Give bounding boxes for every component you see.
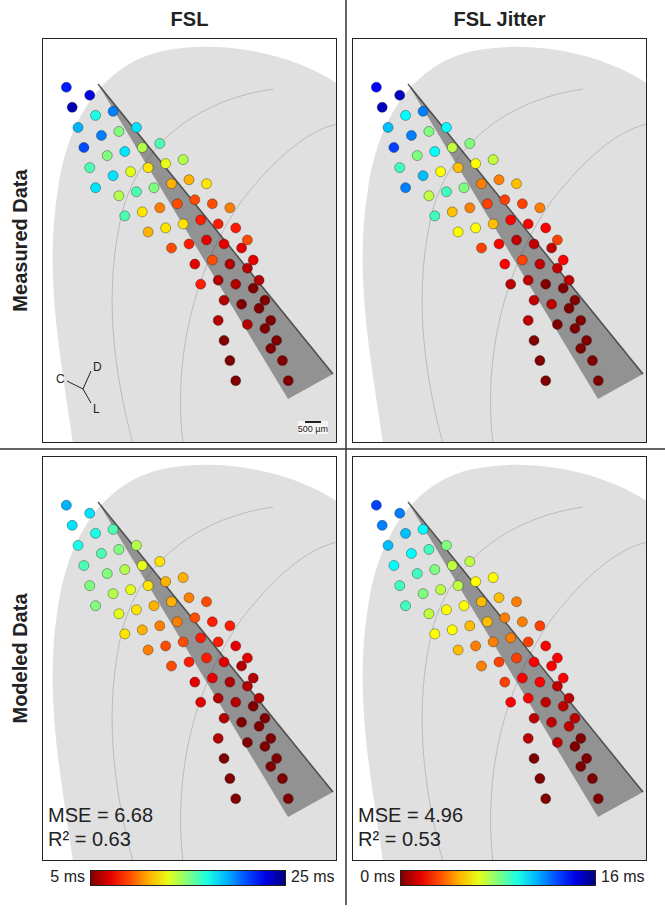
svg-text:Measured Data: Measured Data	[9, 168, 31, 311]
html-text:16 ms: 16 ms	[601, 868, 645, 885]
html-text:MSE = 6.68: MSE = 6.68	[48, 804, 154, 826]
svg-text:L: L	[93, 402, 100, 416]
svg-text:D: D	[93, 360, 102, 374]
svg-text:C: C	[56, 372, 65, 386]
svg-text:FSL Jitter: FSL Jitter	[454, 8, 546, 30]
html-text:R² = 0.63: R² = 0.63	[48, 828, 131, 850]
html-text:MSE = 4.96: MSE = 4.96	[358, 804, 464, 826]
svg-text:FSL: FSL	[171, 8, 209, 30]
html-text:R² = 0.53: R² = 0.53	[358, 828, 441, 850]
html-text:5 ms: 5 ms	[50, 868, 85, 885]
html-text:25 ms: 25 ms	[291, 868, 335, 885]
html-text:0 ms: 0 ms	[360, 868, 395, 885]
svg-text:Modeled Data: Modeled Data	[9, 593, 31, 724]
html-text:500 µm: 500 µm	[297, 424, 328, 434]
